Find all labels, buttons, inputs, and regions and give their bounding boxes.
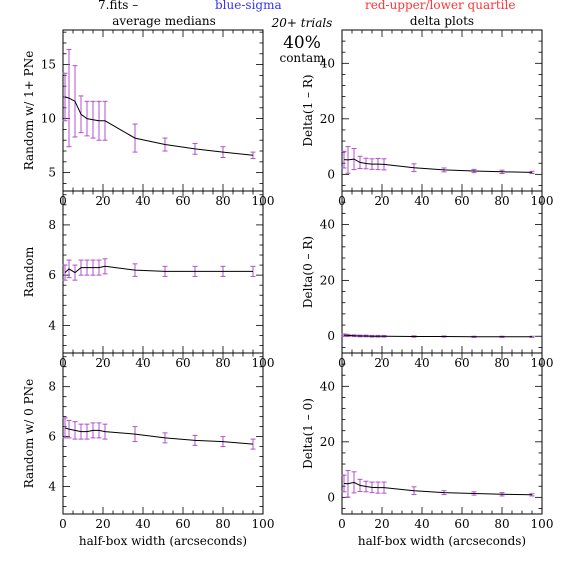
blue-sigma-label: blue-sigma: [215, 0, 282, 12]
x-tick-label: 80: [494, 356, 509, 370]
x-axis-label: half-box width (arcseconds): [358, 534, 526, 548]
panel-left-bottom: 0 20 40 60 80 100 4 6 8 Random w/ 0 PNe half-box w…: [22, 352, 275, 548]
x-tick-label: 20: [95, 194, 110, 208]
error-bar: [62, 72, 68, 122]
y-tick-label: 0: [327, 490, 335, 504]
error-bar: [341, 474, 347, 493]
series-line: [343, 481, 533, 496]
error-bar: [250, 151, 256, 160]
series-line: [64, 96, 254, 156]
y-axis-label: Delta(1 – R): [301, 74, 315, 146]
x-tick-label: 40: [414, 356, 429, 370]
y-axis-label: Delta(1 – 0): [301, 398, 315, 469]
x-tick-label: 60: [454, 356, 469, 370]
x-tick-label: 20: [374, 517, 389, 531]
y-axis-label: Random w/ 1+ PNe: [22, 51, 36, 171]
left-column-title: average medians: [112, 14, 216, 28]
x-tick-label: 20: [95, 517, 110, 531]
x-tick-label: 80: [494, 517, 509, 531]
contam-word: contam: [279, 51, 325, 65]
y-tick-label: 5: [48, 166, 56, 180]
y-tick-label: 6: [48, 430, 56, 444]
trials-label: 20+ trials: [271, 16, 333, 30]
error-bar: [529, 493, 535, 497]
y-tick-label: 40: [320, 379, 335, 393]
contam-percent: 40%: [283, 33, 321, 53]
x-tick-label: 40: [135, 517, 150, 531]
y-tick-label: 15: [41, 58, 56, 72]
error-bar: [250, 438, 256, 450]
error-bar: [62, 264, 68, 281]
series-line: [343, 158, 533, 173]
x-tick-label: 60: [454, 517, 469, 531]
y-tick-label: 20: [320, 112, 335, 126]
x-tick-label: 20: [95, 356, 110, 370]
x-tick-label: 40: [135, 356, 150, 370]
x-tick-label: 40: [414, 517, 429, 531]
y-tick-label: 6: [48, 268, 56, 282]
y-tick-label: 4: [48, 318, 56, 332]
x-tick-label: 20: [374, 194, 389, 208]
y-axis-label: Random w/ 0 PNe: [22, 379, 36, 489]
x-tick-label: 80: [494, 194, 509, 208]
x-tick-label: 60: [454, 194, 469, 208]
y-tick-label: 10: [41, 112, 56, 126]
y-tick-label: 0: [327, 167, 335, 181]
x-axis-label: half-box width (arcseconds): [79, 534, 247, 548]
right-column-title: delta plots: [410, 14, 474, 28]
x-tick-label: 20: [374, 356, 389, 370]
panel-frame: [341, 190, 543, 354]
x-tick-label: 80: [215, 356, 230, 370]
error-bar: [529, 170, 535, 175]
x-tick-label: 40: [135, 194, 150, 208]
x-tick-label: 80: [215, 194, 230, 208]
x-tick-label: 0: [338, 517, 346, 531]
y-tick-label: 20: [320, 435, 335, 449]
file-label: 7.fits –: [98, 0, 138, 12]
series-line: [343, 334, 532, 338]
x-tick-label: 80: [215, 517, 230, 531]
y-tick-label: 40: [320, 56, 335, 70]
y-tick-label: 0: [327, 329, 335, 343]
panel-right-bottom: 0 20 40 60 80 100 0 20 40 Delta(1 – 0) half-box wi…: [301, 352, 554, 548]
x-tick-label: 60: [175, 194, 190, 208]
y-tick-label: 8: [48, 380, 56, 394]
x-tick-label: 100: [531, 517, 554, 531]
series-line: [64, 265, 253, 274]
x-tick-label: 0: [59, 517, 67, 531]
x-tick-label: 100: [252, 517, 275, 531]
y-tick-label: 40: [320, 218, 335, 232]
y-tick-label: 8: [48, 218, 56, 232]
y-axis-label: Delta(0 – R): [301, 236, 315, 308]
y-axis-label: Random: [22, 246, 36, 297]
y-tick-label: 20: [320, 273, 335, 287]
x-tick-label: 40: [414, 194, 429, 208]
series-line: [64, 427, 254, 445]
y-tick-label: 4: [48, 480, 56, 494]
x-tick-label: 60: [175, 356, 190, 370]
x-tick-label: 60: [175, 517, 190, 531]
red-quartile-label: red-upper/lower quartile: [365, 0, 515, 12]
